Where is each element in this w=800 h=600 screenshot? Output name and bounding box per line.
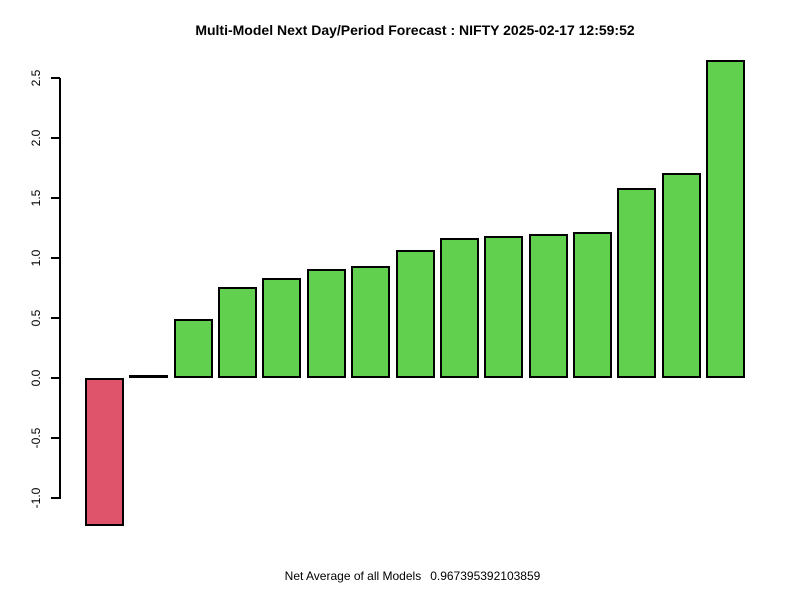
bar	[661, 172, 701, 378]
y-axis-tick	[51, 317, 60, 319]
y-axis-tick-label: -1.0	[29, 487, 43, 509]
y-axis-tick	[51, 437, 60, 439]
bar	[262, 278, 302, 378]
bar	[173, 319, 213, 378]
y-axis-tick-label: 0.5	[29, 309, 43, 327]
y-axis-tick-label: -0.5	[29, 427, 43, 449]
bar	[572, 231, 612, 378]
bar	[484, 236, 524, 378]
footer-value: 0.967395392103859	[430, 569, 541, 583]
bar	[306, 268, 346, 378]
bar	[218, 286, 258, 378]
y-axis-tick	[51, 197, 60, 199]
bar	[528, 234, 568, 378]
footer-label: Net Average of all Models	[284, 569, 422, 583]
y-axis-tick-label: 1.5	[29, 189, 43, 207]
footer-caption: Net Average of all Models 0.9673953921038…	[60, 569, 765, 583]
bar	[85, 378, 124, 526]
bar	[395, 249, 435, 378]
bar	[351, 266, 391, 378]
y-axis-tick-label: 2.5	[29, 69, 43, 87]
y-axis	[59, 78, 61, 499]
y-axis-tick-label: 0.0	[29, 369, 43, 387]
y-axis-tick	[51, 257, 60, 259]
bar	[617, 188, 657, 378]
chart-title: Multi-Model Next Day/Period Forecast : N…	[195, 22, 635, 38]
bar	[439, 237, 479, 378]
y-axis-tick-label: 2.0	[29, 129, 43, 147]
y-axis-tick	[51, 377, 60, 379]
y-axis-tick	[51, 497, 60, 499]
y-axis-tick	[51, 77, 60, 79]
bar-zero-value	[129, 375, 169, 378]
bar	[706, 60, 746, 378]
y-axis-tick-label: 1.0	[29, 249, 43, 267]
y-axis-tick	[51, 137, 60, 139]
